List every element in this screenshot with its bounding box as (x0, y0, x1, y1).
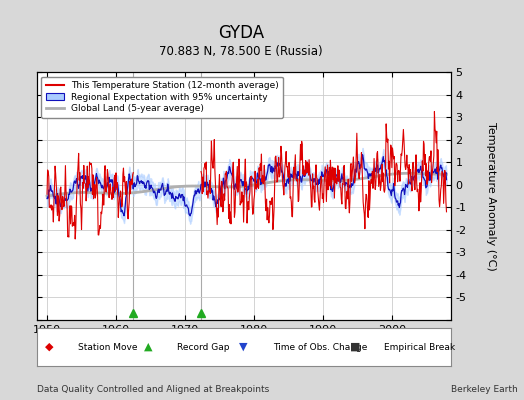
Text: Empirical Break: Empirical Break (385, 342, 455, 352)
Text: 70.883 N, 78.500 E (Russia): 70.883 N, 78.500 E (Russia) (159, 45, 323, 58)
Text: ▼: ▼ (239, 342, 248, 352)
Text: ■: ■ (350, 342, 361, 352)
Text: Data Quality Controlled and Aligned at Breakpoints: Data Quality Controlled and Aligned at B… (37, 385, 269, 394)
Text: Berkeley Earth: Berkeley Earth (451, 385, 517, 394)
Text: ◆: ◆ (45, 342, 53, 352)
Text: Time of Obs. Change: Time of Obs. Change (272, 342, 367, 352)
Text: ▲: ▲ (144, 342, 152, 352)
Legend: This Temperature Station (12-month average), Regional Expectation with 95% uncer: This Temperature Station (12-month avera… (41, 76, 283, 118)
Text: Record Gap: Record Gap (178, 342, 230, 352)
Y-axis label: Temperature Anomaly (°C): Temperature Anomaly (°C) (486, 122, 496, 270)
Text: Station Move: Station Move (78, 342, 138, 352)
Text: GYDA: GYDA (218, 24, 264, 42)
